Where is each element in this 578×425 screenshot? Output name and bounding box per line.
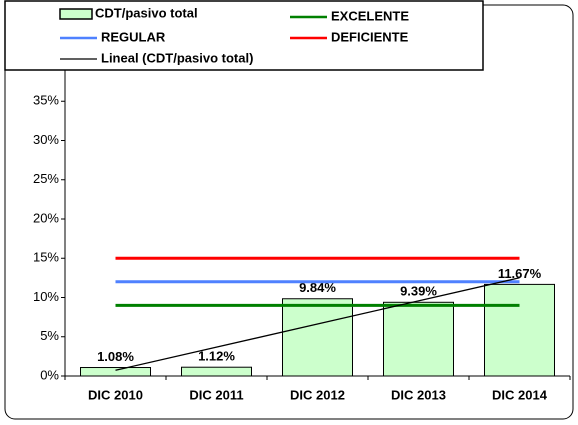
data-label: 1.12% [198,349,235,364]
bar [282,298,353,377]
x-tick-label: DIC 2013 [391,387,446,402]
data-label: 11.67% [498,266,542,281]
bar [383,301,454,377]
x-tick-label: DIC 2010 [88,387,143,402]
y-tick-label: 25% [33,171,59,186]
legend-label: REGULAR [101,29,166,44]
y-tick-label: 15% [33,250,59,265]
legend-swatch [59,8,93,20]
data-label: 9.39% [400,284,437,299]
x-tick-label: DIC 2011 [189,387,243,402]
bar [484,283,555,377]
y-tick-label: 30% [33,132,59,147]
y-tick-label: 20% [33,210,59,225]
y-tick-label: 35% [33,93,59,108]
x-tick-label: DIC 2012 [290,387,345,402]
bar [80,367,151,377]
line-series [115,277,520,371]
legend-label: DEFICIENTE [331,29,409,44]
y-tick-label: 5% [40,328,59,343]
data-label: 9.84% [299,280,336,295]
y-tick-label: 0% [40,367,59,382]
x-tick-label: DIC 2014 [492,387,548,402]
legend-label: EXCELENTE [331,8,409,23]
legend-label: Lineal (CDT/pasivo total) [101,50,253,65]
y-tick-label: 10% [33,289,59,304]
legend-label: CDT/pasivo total [95,5,198,20]
data-label: 1.08% [97,349,134,364]
bar [181,366,252,377]
